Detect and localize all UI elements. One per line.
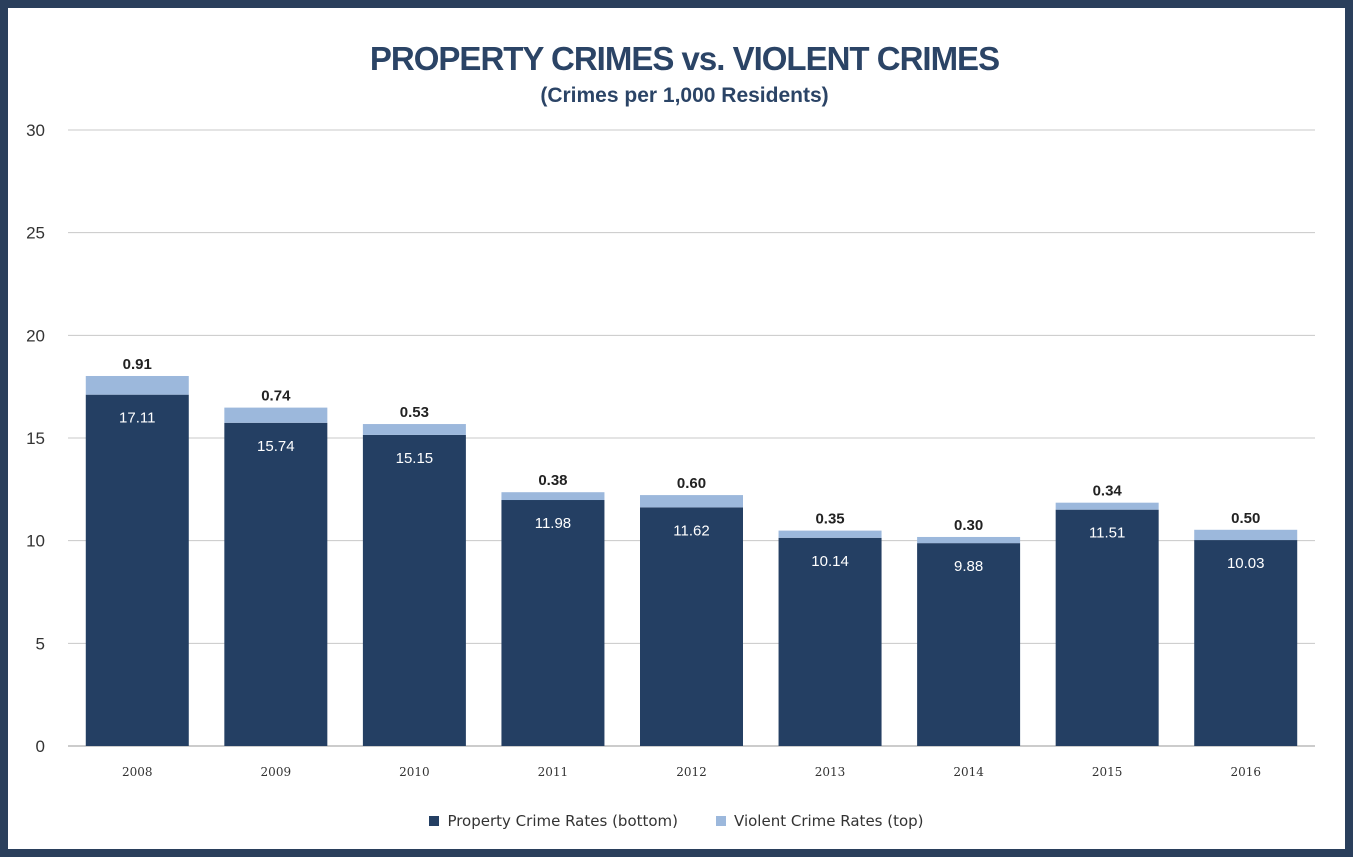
data-label-property: 15.15 (396, 450, 434, 467)
bar-property-2016 (1194, 540, 1298, 746)
bar-property-2015 (1055, 509, 1159, 746)
data-label-violent: 0.38 (538, 472, 567, 489)
x-tick-label: 2015 (1092, 765, 1123, 779)
x-tick-label: 2014 (953, 765, 984, 779)
bars: 17.11 0.91 15.74 0.74 15.15 0.53 11.98 0.38 11.6… (85, 356, 1298, 746)
bar-violent-2016 (1194, 529, 1298, 541)
x-tick-label: 2013 (815, 765, 846, 779)
chart-title: PROPERTY CRIMES vs. VIOLENT CRIMES (369, 40, 1000, 77)
data-label-property: 11.98 (535, 515, 571, 532)
x-tick-label: 2011 (538, 765, 569, 779)
bar-violent-2009 (224, 407, 328, 423)
legend: Property Crime Rates (bottom) Violent Cr… (0, 812, 1353, 830)
x-axis: 2008 2009 2010 2011 2012 2013 2014 2015 2016 (122, 765, 1261, 779)
y-tick-label: 30 (26, 121, 45, 140)
data-label-property: 10.03 (1227, 555, 1265, 572)
y-tick-label: 25 (26, 224, 45, 243)
legend-swatch-property (429, 816, 440, 826)
data-label-violent: 0.74 (261, 388, 291, 405)
data-label-property: 17.11 (119, 410, 155, 427)
bar-property-2013 (778, 537, 882, 746)
bar-violent-2014 (917, 536, 1021, 544)
chart-subtitle: (Crimes per 1,000 Residents) (540, 84, 829, 107)
legend-item-property: Property Crime Rates (bottom) (429, 812, 678, 830)
bar-violent-2008 (85, 375, 189, 395)
x-tick-label: 2016 (1230, 765, 1261, 779)
data-label-violent: 0.50 (1231, 510, 1260, 527)
data-label-property: 11.51 (1089, 525, 1125, 542)
y-tick-label: 15 (26, 429, 45, 448)
x-tick-label: 2010 (399, 765, 430, 779)
legend-swatch-violent (716, 816, 727, 826)
data-label-property: 9.88 (954, 558, 983, 575)
x-tick-label: 2009 (261, 765, 292, 779)
x-tick-label: 2008 (122, 765, 153, 779)
y-axis: 0 5 10 15 20 25 30 (26, 121, 45, 756)
legend-label-violent: Violent Crime Rates (top) (734, 812, 924, 830)
y-tick-label: 5 (36, 634, 45, 653)
bar-property-2008 (85, 394, 189, 746)
bar-violent-2013 (778, 530, 882, 538)
y-tick-label: 20 (26, 326, 45, 345)
data-label-violent: 0.53 (400, 404, 429, 421)
data-label-property: 10.14 (811, 553, 849, 570)
data-label-property: 15.74 (257, 438, 295, 455)
bar-property-2012 (640, 507, 743, 746)
bar-property-2011 (501, 500, 605, 746)
data-label-property: 11.62 (673, 522, 709, 539)
bar-violent-2012 (640, 495, 743, 508)
bar-property-2014 (917, 543, 1021, 746)
bar-property-2009 (224, 422, 328, 746)
y-tick-label: 0 (36, 737, 45, 756)
data-label-violent: 0.30 (954, 517, 983, 534)
bar-property-2010 (362, 434, 466, 746)
bar-violent-2010 (362, 424, 466, 435)
bar-violent-2011 (501, 492, 605, 501)
y-tick-label: 10 (26, 532, 45, 551)
x-tick-label: 2012 (676, 765, 707, 779)
bar-violent-2015 (1055, 502, 1159, 510)
data-label-violent: 0.91 (123, 356, 152, 373)
data-label-violent: 0.60 (677, 475, 706, 492)
legend-label-property: Property Crime Rates (bottom) (447, 812, 679, 830)
legend-item-violent: Violent Crime Rates (top) (716, 812, 924, 830)
data-label-violent: 0.34 (1093, 483, 1123, 500)
data-label-violent: 0.35 (815, 511, 844, 528)
